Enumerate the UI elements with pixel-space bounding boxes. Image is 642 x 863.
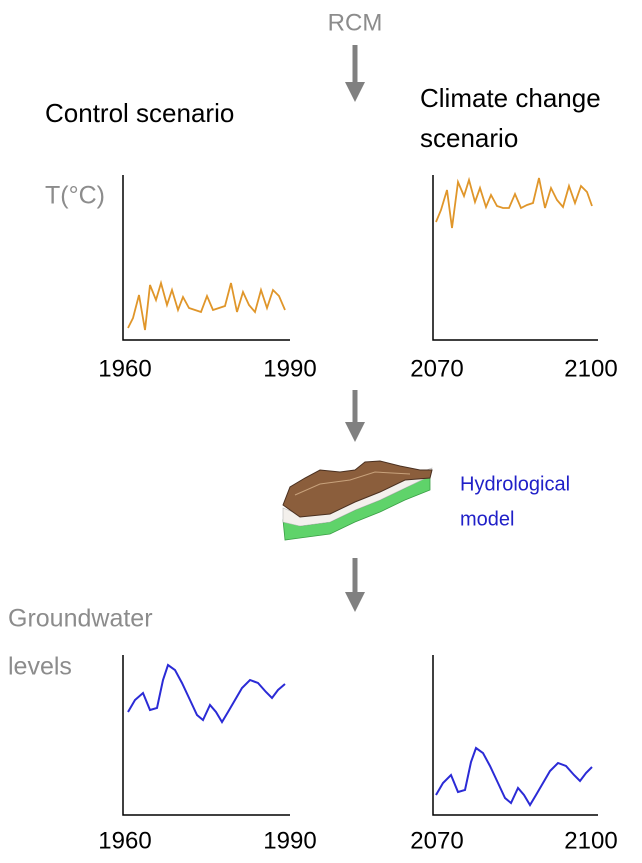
control-title: Control scenario	[45, 98, 234, 128]
x-tick-label: 2100	[564, 827, 617, 854]
climate-title: scenario	[420, 123, 518, 153]
rcm-label: RCM	[328, 9, 383, 36]
temperature-label: T(°C)	[45, 182, 105, 210]
x-tick-label: 2070	[410, 355, 463, 382]
x-tick-label: 1990	[263, 827, 316, 854]
temperature-line	[435, 176, 593, 229]
climate-title: Climate change	[420, 83, 601, 113]
model-label: Hydrological	[460, 473, 570, 495]
x-tick-label: 1990	[263, 355, 316, 382]
temperature-line	[127, 279, 286, 331]
groundwater-line	[435, 746, 593, 807]
groundwater-line	[127, 663, 286, 724]
axis	[122, 175, 290, 341]
x-tick-label: 2070	[410, 827, 463, 854]
groundwater-label: Groundwater	[8, 605, 153, 633]
x-tick-label: 2100	[564, 355, 617, 382]
x-tick-label: 1960	[98, 827, 151, 854]
axis	[432, 655, 598, 816]
model-label: model	[460, 508, 514, 530]
model-image	[282, 460, 433, 541]
x-tick-label: 1960	[98, 355, 151, 382]
axis	[122, 655, 290, 816]
axis	[432, 175, 598, 341]
groundwater-label: levels	[8, 653, 72, 681]
